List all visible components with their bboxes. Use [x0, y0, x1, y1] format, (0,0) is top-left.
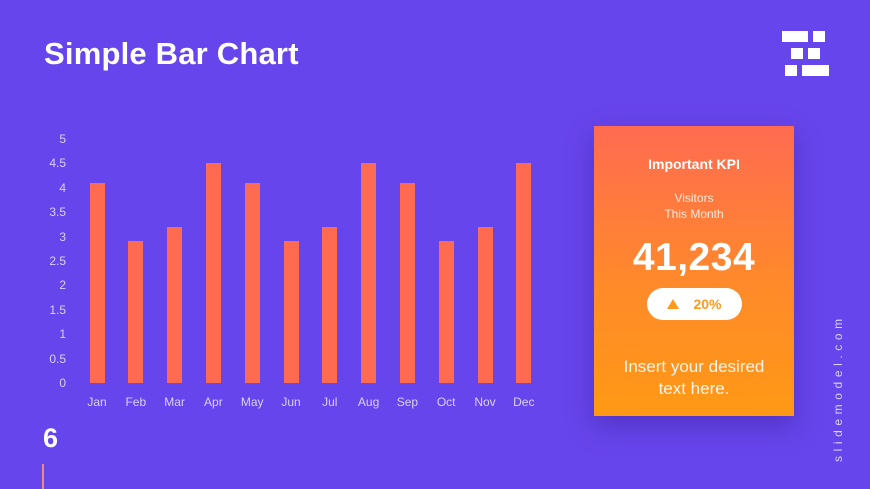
brick-logo-icon [782, 31, 830, 77]
bar-mar [167, 226, 183, 383]
x-axis-label: Jan [87, 395, 107, 409]
x-axis-label: Jul [322, 395, 338, 409]
bar-feb [128, 241, 144, 383]
y-axis-tick: 2.5 [49, 254, 66, 268]
bar-apr [205, 163, 221, 383]
y-axis-tick: 0.5 [49, 351, 66, 366]
kpi-description-line1: Insert your desired [623, 357, 765, 376]
kpi-change-badge: 20% [647, 288, 742, 320]
triangle-up-icon [667, 299, 680, 309]
kpi-description: Insert your desired text here. [594, 356, 794, 400]
kpi-subtitle-line2: This Month [664, 207, 724, 221]
y-axis-tick: 4 [59, 180, 66, 195]
y-axis-tick: 0 [59, 376, 66, 390]
x-axis-label: Mar [164, 395, 185, 409]
y-axis-tick: 4.5 [49, 156, 66, 171]
page-number: 6 [43, 423, 59, 453]
x-axis-label: Aug [357, 395, 380, 409]
bar-jan [89, 182, 105, 383]
page-accent-line [42, 464, 44, 489]
y-axis-tick: 5 [59, 132, 66, 146]
x-axis-label: May [240, 395, 264, 409]
vertical-brand-text: slidemodel.com [831, 314, 845, 462]
bar-jul [322, 226, 338, 383]
kpi-change-value: 20% [693, 296, 722, 312]
y-axis-tick: 2 [59, 278, 66, 293]
x-axis-label: Apr [204, 395, 223, 409]
slide-title: Simple Bar Chart [44, 36, 299, 71]
y-axis-tick: 3.5 [49, 205, 66, 220]
x-axis-label: Feb [125, 395, 147, 409]
bar-oct [438, 241, 454, 383]
y-axis-tick: 1 [59, 327, 66, 342]
kpi-title: Important KPI [648, 156, 740, 172]
kpi-card: Important KPI Visitors This Month 41,234… [594, 126, 794, 416]
kpi-value: 41,234 [632, 236, 756, 279]
bar-chart: 0 0.5 1 1.5 2 2.5 3 3.5 4 4.5 5 Jan Feb Mar Apr May Jun J… [49, 132, 535, 409]
kpi-description-line2: text here. [658, 379, 730, 398]
kpi-subtitle-line1: Visitors [674, 191, 714, 205]
bar-nov [477, 226, 493, 383]
x-axis-label: Sep [396, 395, 419, 409]
bar-aug [361, 163, 377, 383]
bar-dec [516, 163, 532, 383]
bar-sep [399, 182, 415, 383]
x-axis-label: Nov [474, 395, 496, 409]
x-axis-label: Oct [436, 395, 456, 409]
y-axis-tick: 1.5 [49, 302, 66, 317]
bar-jun [283, 241, 299, 383]
x-axis-label: Dec [513, 395, 535, 409]
kpi-subtitle: Visitors This Month [594, 190, 794, 222]
x-axis-label: Jun [281, 395, 301, 409]
y-axis-tick: 3 [59, 229, 66, 244]
bar-may [244, 182, 260, 383]
